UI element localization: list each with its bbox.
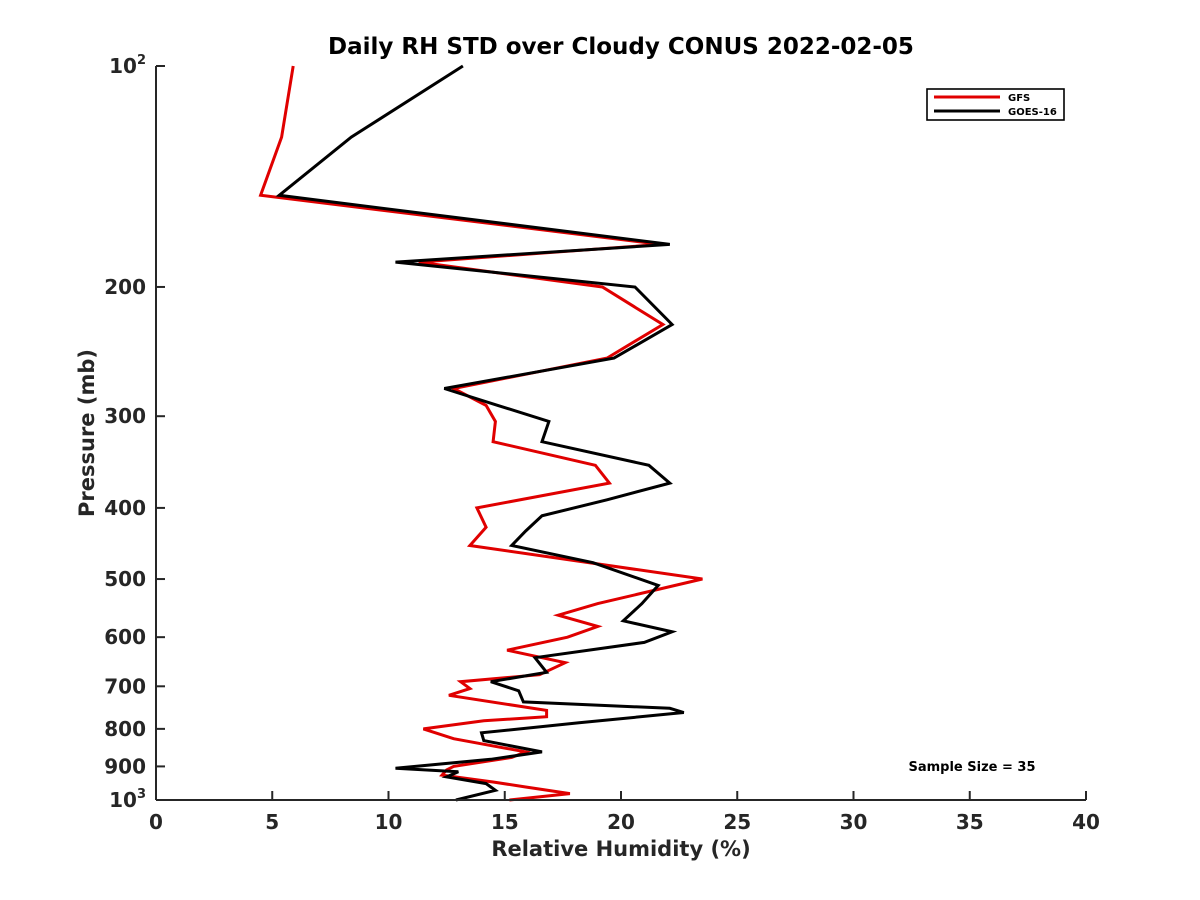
x-axis-label: Relative Humidity (%)	[491, 837, 750, 861]
x-tick-label: 30	[840, 810, 868, 834]
x-tick-label: 5	[265, 810, 279, 834]
series-layer	[258, 64, 703, 802]
x-tick-label: 20	[607, 810, 635, 834]
y-tick-label: 300	[104, 404, 146, 428]
y-tick-label: 103	[109, 787, 146, 812]
y-tick-label: 500	[104, 567, 146, 591]
legend-label-goes16: GOES-16	[1008, 107, 1057, 118]
y-tick-label: 700	[104, 674, 146, 698]
x-tick-label: 10	[375, 810, 403, 834]
legend-label-gfs: GFS	[1008, 93, 1030, 104]
x-tick-label: 15	[491, 810, 519, 834]
y-tick-label: 900	[104, 754, 146, 778]
y-tick-label: 800	[104, 717, 146, 741]
y-tick-label: 200	[104, 275, 146, 299]
series-line-goes16	[275, 64, 685, 802]
y-axis-label: Pressure (mb)	[75, 349, 99, 517]
legend: GFS GOES-16	[926, 88, 1065, 121]
x-ticks: 0 5 10 15 20 25 30 35 40	[149, 791, 1100, 834]
x-tick-label: 40	[1072, 810, 1100, 834]
y-tick-label: 102	[109, 53, 146, 78]
y-tick-label: 600	[104, 625, 146, 649]
y-ticks: 102 200 300 400 500 600 700 800 900 103	[104, 53, 165, 812]
legend-box	[926, 88, 1065, 121]
y-tick-label: 400	[104, 496, 146, 520]
x-tick-label: 25	[723, 810, 751, 834]
chart-title: Daily RH STD over Cloudy CONUS 2022-02-0…	[328, 34, 914, 60]
x-tick-label: 35	[956, 810, 984, 834]
x-tick-label: 0	[149, 810, 163, 834]
sample-size-annotation: Sample Size = 35	[908, 760, 1035, 775]
